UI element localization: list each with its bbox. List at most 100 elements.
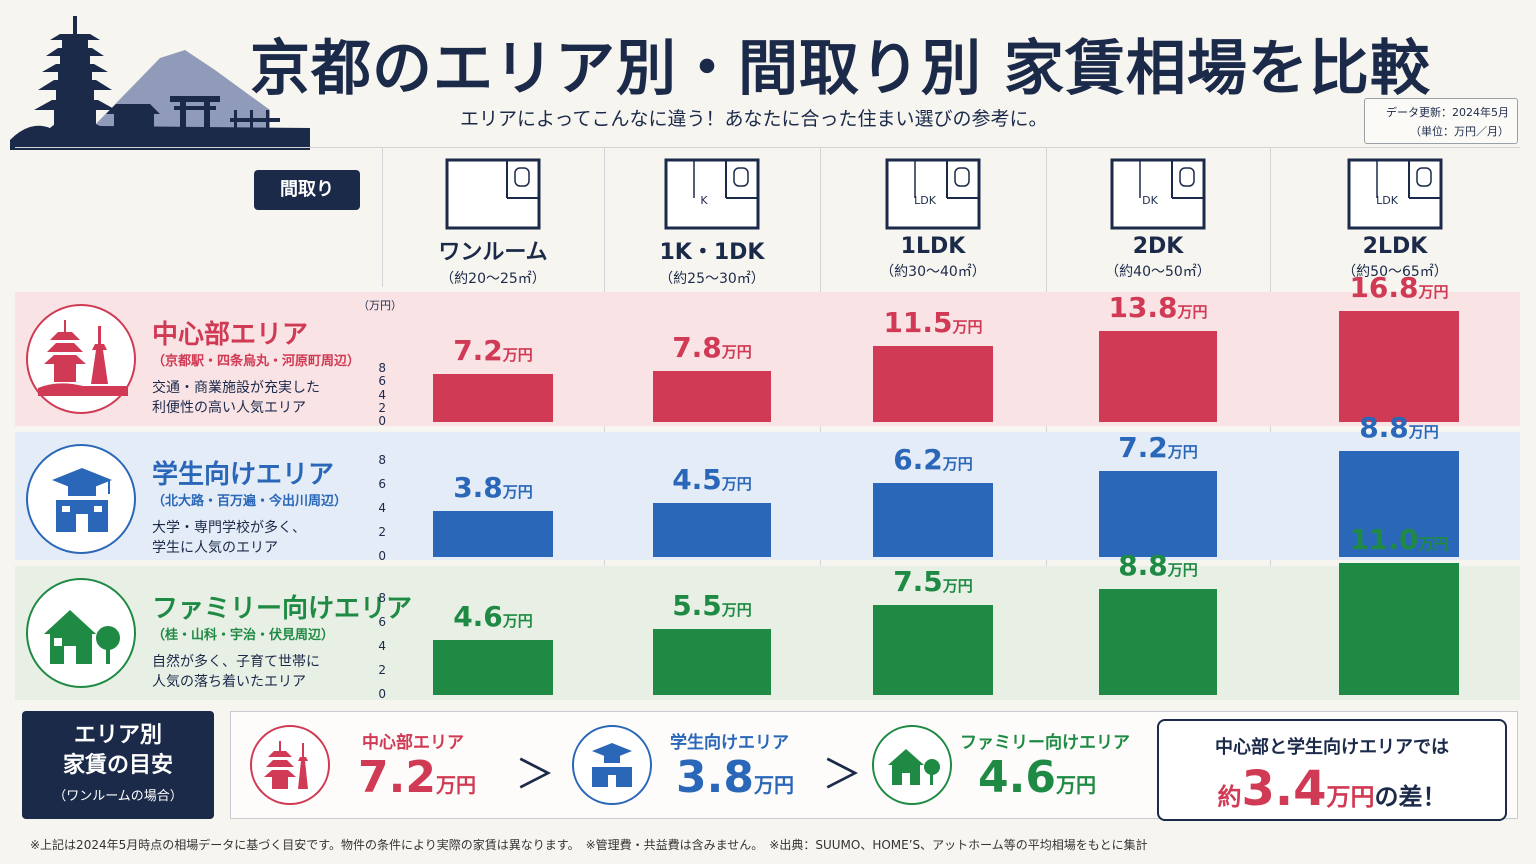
bar-value-unit: 万円 — [1167, 561, 1198, 580]
y-tick-label: 2 — [378, 400, 386, 415]
area-subtitle: （京都駅・四条烏丸・河原町周辺） — [152, 354, 361, 369]
bar-value-unit: 万円 — [502, 483, 533, 502]
bar-value-unit: 万円 — [502, 611, 533, 630]
y-axis-unit: （万円） — [358, 299, 402, 312]
y-tick-label: 8 — [378, 453, 386, 467]
floorplan-name: 1LDK — [900, 234, 966, 259]
floorplan-size: （約20～25㎡） — [440, 271, 546, 287]
graduation-school-icon — [572, 725, 652, 805]
floorplan-name: 1K・1DK — [659, 240, 765, 265]
summary-student-unit: 万円 — [753, 773, 794, 797]
bar-value-number: 11.0 — [1349, 523, 1419, 556]
greater-than-sign: ＞ — [822, 752, 862, 798]
summary-family-unit: 万円 — [1055, 773, 1096, 797]
divider — [382, 147, 383, 287]
bar-value-number: 4.5 — [672, 463, 722, 496]
bar-value-label: 7.8万円 — [633, 331, 791, 364]
bar-value-unit: 万円 — [942, 454, 973, 473]
floorplan-diagram: DK — [1110, 158, 1206, 230]
bar-value-label: 7.2万円 — [413, 334, 573, 367]
y-tick-label: 8 — [378, 361, 386, 376]
bar-value-label: 3.8万円 — [413, 471, 573, 504]
graduation-school-icon — [26, 444, 136, 554]
difference-prefix: 約 — [1217, 783, 1242, 811]
difference-value: 3.4 — [1241, 761, 1327, 817]
area-description: 利便性の高い人気エリア — [152, 400, 306, 416]
divider — [15, 147, 1520, 148]
floorplan-header: LDK 1LDK （約30～40㎡） — [820, 150, 1046, 281]
greater-than-sign: ＞ — [515, 752, 555, 798]
bar-value-label: 13.8万円 — [1079, 291, 1237, 324]
floorplan-room-label: LDK — [1376, 194, 1399, 207]
summary-student-name: 学生向けエリア — [670, 733, 789, 753]
floorplan-room-label: LDK — [914, 194, 937, 207]
area-description: 大学・専門学校が多く、 — [152, 520, 306, 536]
pagoda-tower-icon — [250, 725, 330, 805]
chart-bar — [873, 346, 993, 422]
area-name: 学生向けエリア — [152, 460, 335, 490]
floorplan-header: K 1K・1DK （約25～30㎡） — [604, 150, 820, 288]
bar-value-number: 4.6 — [453, 599, 503, 633]
house-tree-icon — [26, 578, 136, 688]
summary-central-unit: 万円 — [435, 773, 476, 797]
chart-bar — [433, 374, 553, 422]
y-tick-label: 0 — [378, 549, 386, 563]
y-tick-label: 0 — [378, 687, 386, 701]
bar-value-label: 4.6万円 — [413, 600, 573, 633]
bar-value-number: 16.8 — [1349, 271, 1419, 305]
update-date: データ更新：2024年5月 — [1386, 106, 1509, 119]
difference-suffix: の差！ — [1374, 783, 1447, 811]
chart-bar — [1339, 451, 1459, 557]
bar-value-label: 4.5万円 — [633, 463, 791, 496]
floorplan-name: ワンルーム — [438, 240, 548, 265]
difference-callout: 中心部と学生向けエリアでは 約3.4万円の差！ — [1157, 719, 1507, 821]
floorplan-size: （約30～40㎡） — [880, 264, 986, 280]
page-title: 京都のエリア別・間取り別 家賃相場を比較 — [250, 34, 1431, 104]
kyoto-skyline-illustration — [10, 10, 310, 154]
chart-bar — [1099, 470, 1217, 557]
y-tick-label: 4 — [378, 501, 386, 515]
bar-value-label: 5.5万円 — [633, 589, 791, 622]
bar-value-label: 8.8万円 — [1319, 411, 1479, 444]
bar-value-label: 11.5万円 — [853, 306, 1013, 339]
difference-unit: 万円 — [1326, 783, 1375, 811]
chart-bar — [873, 482, 993, 557]
unit-note: （単位：万円／月） — [1410, 125, 1509, 138]
chart-bar — [653, 503, 771, 557]
bar-value-number: 11.5 — [883, 306, 953, 340]
bar-value-number: 6.2 — [893, 442, 943, 476]
bar-value-number: 7.8 — [672, 330, 722, 364]
bar-value-unit: 万円 — [721, 475, 752, 493]
summary-heading-line2: 家賃の目安 — [62, 753, 173, 778]
bar-value-unit: 万円 — [1408, 423, 1439, 442]
bar-value-unit: 万円 — [721, 342, 752, 361]
bar-value-label: 11.0万円 — [1319, 523, 1479, 556]
y-tick-label: 6 — [378, 374, 386, 389]
summary-heading-line1: エリア別 — [73, 723, 162, 748]
bar-value-unit: 万円 — [942, 577, 973, 595]
footnote: ※上記は2024年5月時点の相場データに基づく目安です。物件の条件により実際の家… — [30, 838, 1148, 852]
chart-bar — [653, 629, 771, 695]
summary-student-value: 3.8万円 — [676, 752, 794, 803]
area-subtitle: （北大路・百万遍・今出川周辺） — [152, 494, 348, 509]
summary-central-number: 7.2 — [358, 752, 436, 803]
area-description: 学生に人気のエリア — [152, 540, 278, 556]
summary-heading: エリア別 家賃の目安 （ワンルームの場合） — [22, 711, 214, 819]
area-name: 中心部エリア — [152, 320, 309, 350]
floorplan-size: （約25～30㎡） — [659, 271, 765, 287]
summary-central-name: 中心部エリア — [362, 733, 464, 753]
floorplan-name: 2DK — [1132, 234, 1184, 259]
floorplan-room-label: DK — [1142, 194, 1158, 207]
bar-value-number: 5.5 — [672, 589, 722, 622]
y-tick-label: 6 — [378, 477, 386, 491]
bar-value-unit: 万円 — [1418, 535, 1449, 553]
house-tree-icon — [872, 725, 952, 805]
area-description: 交通・商業施設が充実した — [152, 380, 320, 396]
bar-value-number: 7.5 — [893, 565, 943, 598]
chart-bar — [1339, 311, 1459, 422]
bar-value-unit: 万円 — [1167, 442, 1198, 461]
y-tick-label: 6 — [378, 615, 386, 629]
area-subtitle: （桂・山科・宇治・伏見周辺） — [152, 628, 335, 643]
area-description: 人気の落ち着いたエリア — [152, 674, 306, 690]
data-update-note: データ更新：2024年5月 （単位：万円／月） — [1364, 98, 1518, 144]
